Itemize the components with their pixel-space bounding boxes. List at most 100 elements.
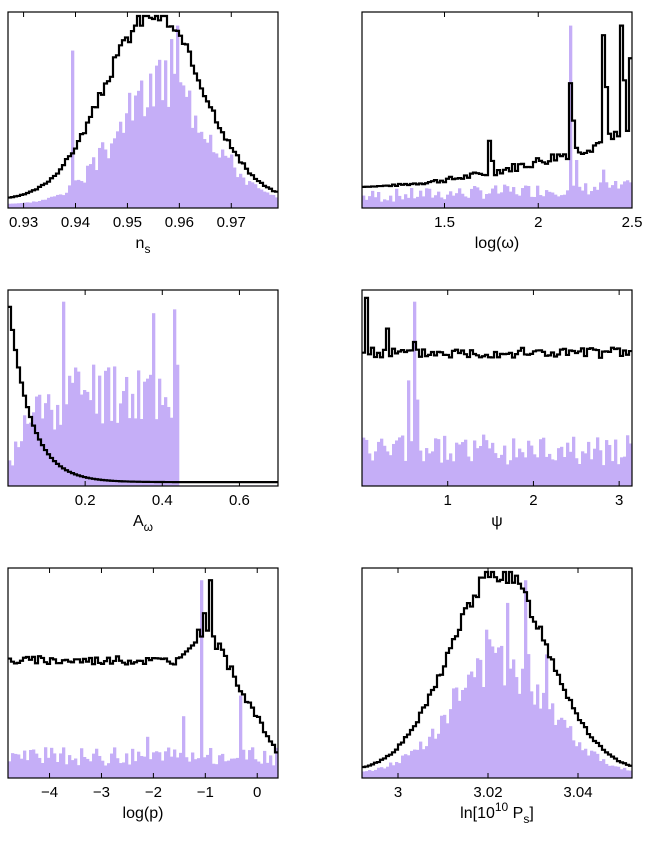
purple-bar (41, 199, 45, 208)
purple-bar (509, 191, 513, 208)
purple-bar (209, 134, 213, 208)
purple-bar (506, 602, 510, 778)
purple-bar (176, 25, 180, 208)
purple-bar (134, 761, 138, 778)
purple-bar (41, 418, 45, 486)
purple-bar (11, 465, 15, 486)
purple-bar (71, 382, 75, 486)
purple-bar (455, 193, 459, 208)
purple-bar (452, 461, 456, 486)
purple-bar (122, 762, 126, 778)
purple-bar (524, 185, 528, 208)
purple-bar (20, 758, 24, 778)
purple-bar (572, 740, 576, 778)
purple-bar (134, 95, 138, 208)
posterior-line (8, 579, 278, 754)
purple-bar (206, 754, 210, 778)
purple-bar (458, 700, 462, 778)
x-tick-label: 2.5 (622, 214, 643, 231)
purple-bar (407, 755, 411, 778)
purple-bar (449, 191, 453, 208)
x-tick-label: 1 (444, 492, 452, 509)
purple-bar (626, 180, 630, 208)
purple-bar (587, 194, 591, 208)
purple-bar (515, 194, 519, 208)
purple-bar (524, 457, 528, 486)
purple-bar (491, 646, 495, 778)
purple-bar (602, 465, 606, 486)
x-tick-label: 0.4 (152, 492, 173, 509)
purple-bar (548, 191, 552, 208)
purple-bar (476, 658, 480, 778)
purple-bar (164, 397, 168, 486)
purple-bar (401, 435, 405, 486)
purple-bar (11, 753, 15, 778)
purple-bar (512, 187, 516, 208)
purple-bar (584, 748, 588, 778)
purple-bar (164, 60, 168, 208)
purple-bar (494, 453, 498, 486)
purple-bar (230, 154, 234, 208)
purple-bar (407, 197, 411, 208)
x-tick-label: 2 (529, 492, 537, 509)
purple-bar (617, 464, 621, 486)
purple-bar (89, 164, 93, 208)
purple-bar (527, 185, 531, 208)
purple-bar (533, 454, 537, 486)
purple-bar (149, 374, 153, 486)
purple-bar (590, 750, 594, 778)
purple-bar (44, 403, 48, 486)
purple-bar (161, 405, 165, 486)
purple-bar (173, 309, 177, 486)
purple-bar (41, 762, 45, 778)
purple-bar (554, 724, 558, 778)
purple-bar (491, 442, 495, 486)
purple-bar (599, 761, 603, 778)
purple-bar (467, 197, 471, 208)
purple-bar (53, 753, 57, 778)
purple-bar (452, 688, 456, 778)
purple-bar (620, 769, 624, 778)
purple-bar (440, 462, 444, 486)
purple-bar (191, 752, 195, 778)
purple-bar (410, 188, 414, 208)
purple-bar (458, 444, 462, 486)
purple-bar (416, 749, 420, 778)
purple-bar (233, 167, 237, 208)
purple-bar (53, 196, 57, 208)
purple-bar (245, 184, 249, 208)
purple-bar (248, 181, 252, 208)
purple-bar (119, 763, 123, 778)
panel-psi: 1 2 3 ψ (361, 289, 633, 530)
purple-bar (50, 747, 54, 778)
purple-bar (464, 687, 468, 778)
purple-bar (68, 185, 72, 208)
purple-bar (500, 454, 504, 486)
purple-bar (92, 157, 96, 208)
purple-bar (536, 185, 540, 208)
x-tick-label: 0 (253, 784, 261, 801)
purple-bar (626, 435, 630, 486)
purple-bar (542, 196, 546, 208)
purple-bar (488, 448, 492, 486)
purple-bar (17, 203, 21, 208)
purple-bar (539, 439, 543, 486)
purple-bar (431, 728, 435, 778)
purple-bar (542, 692, 546, 778)
purple-bar (374, 451, 378, 486)
purple-bar (98, 375, 102, 486)
purple-bar (245, 759, 249, 778)
purple-bar (104, 149, 108, 208)
purple-bar (425, 188, 429, 208)
purple-bar (272, 194, 276, 208)
purple-bar (59, 753, 63, 778)
purple-bar (449, 453, 453, 486)
purple-bar (623, 456, 627, 486)
purple-bar (557, 196, 561, 208)
posterior-line (362, 24, 632, 188)
purple-bar (602, 759, 606, 778)
purple-bar (563, 457, 567, 486)
purple-bar (410, 441, 414, 486)
purple-bar (404, 460, 408, 486)
purple-bar (56, 194, 60, 208)
